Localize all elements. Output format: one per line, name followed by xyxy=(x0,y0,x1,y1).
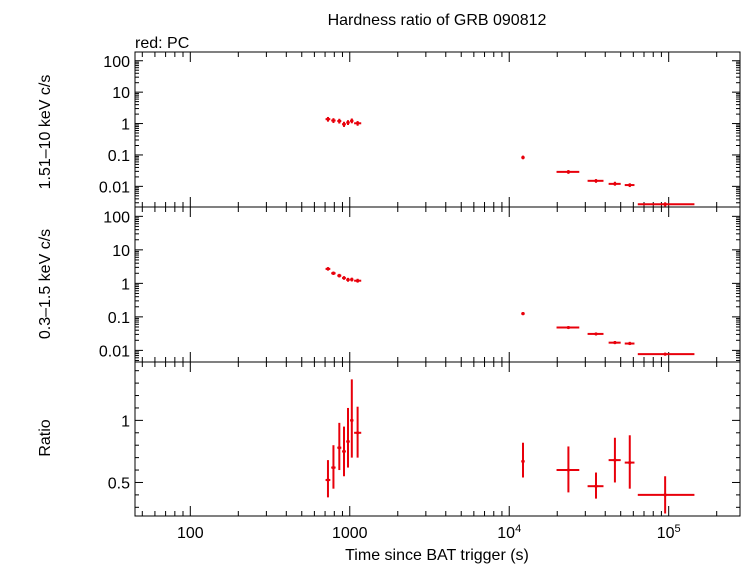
chart-title: Hardness ratio of GRB 090812 xyxy=(328,12,547,29)
x-tick-label: 100 xyxy=(177,525,204,542)
y-tick-label-hard: 0.01 xyxy=(99,179,130,196)
legend-note: red: PC xyxy=(135,35,189,52)
y-tick-label-hard: 100 xyxy=(103,54,130,71)
data-point-soft xyxy=(346,278,350,282)
data-point-hard xyxy=(356,121,360,125)
data-point-soft xyxy=(613,341,617,345)
data-point-hard xyxy=(628,183,632,187)
data-point-soft xyxy=(337,274,341,278)
data-point-ratio xyxy=(663,493,667,497)
data-point-hard xyxy=(331,118,336,123)
y-tick-label-hard: 1 xyxy=(121,117,130,134)
data-point-ratio xyxy=(342,449,346,454)
data-point-soft xyxy=(326,267,330,271)
y-axis-label-soft: 0.3–1.5 keV c/s xyxy=(37,229,54,339)
data-point-soft xyxy=(628,341,632,346)
y-tick-label-soft: 0.1 xyxy=(108,310,130,327)
data-point-ratio xyxy=(594,484,598,488)
data-point-ratio xyxy=(346,439,350,444)
data-point-ratio xyxy=(331,465,336,470)
data-point-soft xyxy=(356,279,360,283)
data-point-hard xyxy=(566,170,571,174)
data-point-ratio xyxy=(350,418,354,422)
data-point-ratio xyxy=(521,459,525,463)
y-tick-label-soft: 0.01 xyxy=(99,343,130,360)
panel-frame-soft xyxy=(134,206,741,363)
data-point-soft xyxy=(521,312,525,316)
data-point-ratio xyxy=(356,431,360,435)
data-point-hard xyxy=(337,119,341,123)
data-point-ratio xyxy=(337,446,341,450)
y-tick-label-hard: 10 xyxy=(112,85,130,102)
data-point-soft xyxy=(566,325,571,330)
y-tick-label-soft: 100 xyxy=(103,209,130,226)
y-axis-label-ratio: Ratio xyxy=(37,419,54,456)
x-axis-label: Time since BAT trigger (s) xyxy=(345,547,529,564)
data-point-soft xyxy=(342,276,346,280)
y-tick-label-ratio: 1 xyxy=(121,413,130,430)
data-point-ratio xyxy=(613,458,617,462)
data-point-hard xyxy=(613,182,617,186)
data-point-hard xyxy=(521,155,525,160)
data-point-hard xyxy=(346,120,350,125)
y-axis-label-hard: 1.51–10 keV c/s xyxy=(37,75,54,190)
data-point-ratio xyxy=(566,468,571,472)
y-tick-label-ratio: 0.5 xyxy=(108,475,130,492)
data-point-soft xyxy=(350,277,354,282)
y-tick-label-soft: 1 xyxy=(121,276,130,293)
x-tick-label: 1000 xyxy=(332,525,368,542)
data-point-soft xyxy=(331,271,336,275)
data-point-hard xyxy=(663,202,667,206)
plot-layer: 100 10 1 0.1 0.01 100 10 1 0.1 0.01 1 0.5 100 1000 104… xyxy=(99,51,741,542)
y-tick-label-hard: 0.1 xyxy=(108,148,130,165)
x-tick-label: 105 xyxy=(657,523,681,542)
panel-frame-ratio xyxy=(134,361,741,517)
data-point-hard xyxy=(342,122,346,126)
x-tick-label: 104 xyxy=(497,523,521,542)
panel-frame-hard xyxy=(134,51,741,208)
data-point-ratio xyxy=(326,478,330,482)
data-point-hard xyxy=(326,117,330,121)
data-point-soft xyxy=(663,352,667,356)
data-point-soft xyxy=(594,332,598,336)
data-point-ratio xyxy=(628,460,632,465)
data-point-hard xyxy=(350,119,354,123)
y-tick-label-soft: 10 xyxy=(112,243,130,260)
data-point-hard xyxy=(594,179,598,183)
